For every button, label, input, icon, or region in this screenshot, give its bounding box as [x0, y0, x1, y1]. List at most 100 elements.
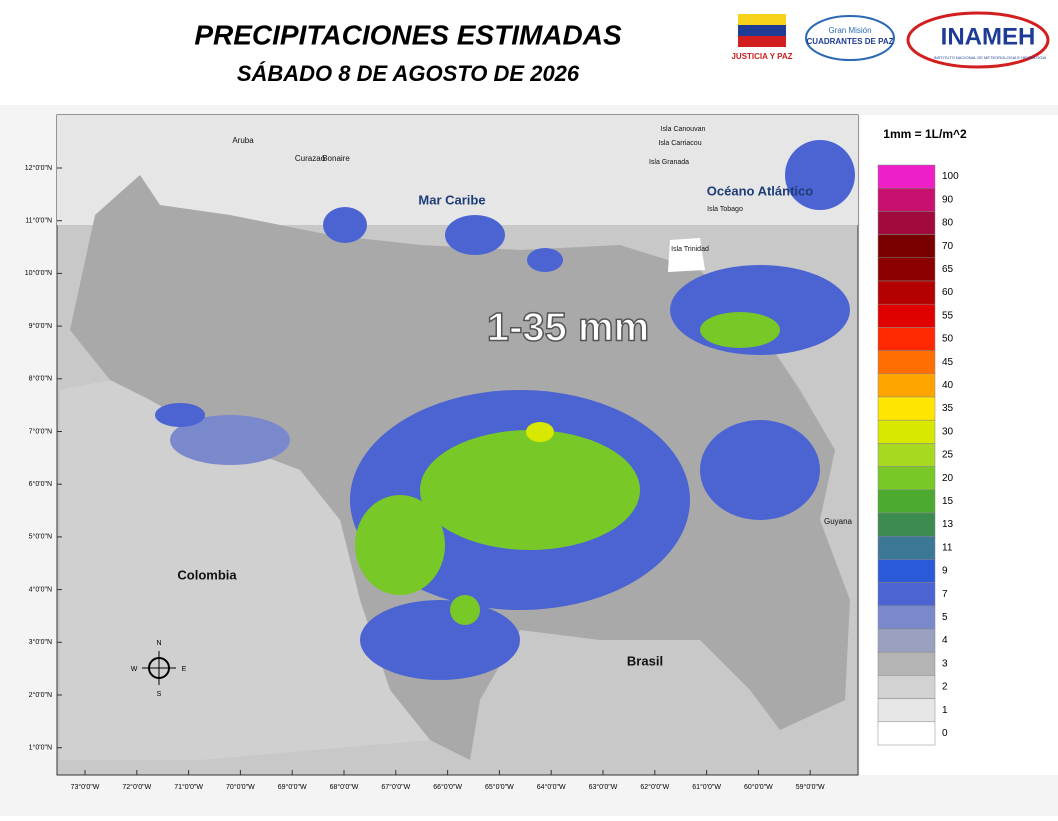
legend-label: 0 — [942, 728, 948, 739]
subtitle: SÁBADO 8 DE AGOSTO DE 2026 — [237, 61, 580, 86]
legend-title: 1mm = 1L/m^2 — [883, 127, 967, 141]
legend-swatch — [877, 535, 936, 560]
legend-label: 60 — [942, 287, 954, 298]
lat-tick-label: 4°0'0"N — [29, 585, 52, 593]
legend-label: 80 — [942, 218, 954, 229]
header-band — [0, 0, 1058, 105]
legend-swatch — [877, 559, 936, 583]
lon-tick-label: 64°0'0"W — [537, 783, 566, 791]
legend-label: 7 — [942, 589, 948, 600]
legend-swatch — [877, 327, 936, 351]
lat-tick-label: 10°0'0"N — [25, 269, 52, 277]
legend-label: 3 — [942, 658, 948, 669]
legend-swatch — [877, 396, 936, 421]
lat-tick-label: 8°0'0"N — [29, 375, 52, 383]
map-label: Aruba — [232, 136, 254, 145]
compass-label: E — [182, 666, 187, 673]
legend-swatch — [877, 512, 936, 537]
lat-tick-label: 11°0'0"N — [25, 217, 52, 225]
title: PRECIPITACIONES ESTIMADAS — [194, 19, 622, 50]
lon-tick-label: 66°0'0"W — [433, 783, 462, 791]
map-label: Brasil — [627, 653, 663, 668]
logo-text: JUSTICIA Y PAZ — [731, 52, 792, 61]
legend-swatch — [877, 443, 936, 467]
lon-tick-label: 72°0'0"W — [122, 783, 151, 791]
lon-tick-label: 69°0'0"W — [278, 783, 307, 791]
legend-swatch — [877, 675, 936, 699]
lon-tick-label: 71°0'0"W — [174, 783, 203, 791]
logo-text: INAMEH — [941, 23, 1036, 50]
lon-tick-label: 68°0'0"W — [330, 783, 359, 791]
map-label: Guyana — [824, 517, 853, 526]
legend-label: 65 — [942, 264, 954, 275]
legend-label: 1 — [942, 705, 948, 716]
lon-tick-label: 62°0'0"W — [640, 783, 669, 791]
map-label: Mar Caribe — [418, 192, 485, 207]
map-label: Océano Atlántico — [707, 183, 813, 198]
lon-tick-label: 73°0'0"W — [71, 783, 100, 791]
legend-label: 15 — [942, 496, 954, 507]
map-body — [57, 115, 858, 760]
legend: 1009080706560555045403530252015131197543… — [877, 164, 959, 746]
legend-label: 4 — [942, 635, 948, 646]
logo-text: INSTITUTO NACIONAL DE METEOROLOGIA E HID… — [934, 55, 1047, 60]
map-label: Bonaire — [322, 154, 350, 163]
legend-swatch — [877, 605, 936, 630]
lat-tick-label: 9°0'0"N — [29, 322, 52, 330]
legend-label: 45 — [942, 357, 954, 368]
lat-tick-label: 7°0'0"N — [29, 427, 52, 435]
map-label: Isla Trinidad — [671, 246, 709, 253]
lat-tick-label: 1°0'0"N — [29, 744, 52, 752]
legend-label: 100 — [942, 171, 959, 182]
map-label: Curazao — [295, 154, 326, 163]
legend-label: 70 — [942, 241, 954, 252]
lat-tick-label: 5°0'0"N — [29, 533, 52, 541]
compass: N S E W — [131, 640, 187, 698]
map-label: Isla Granada — [649, 159, 689, 166]
logo-cuadrantes: Gran Misión CUADRANTES DE PAZ — [805, 15, 895, 61]
legend-swatch — [877, 187, 936, 212]
ticks: 12°0'0"N 11°0'0"N 10°0'0"N 9°0'0"N 8°0'0"N 7°… — [25, 164, 825, 791]
map-label: Colombia — [177, 567, 237, 582]
legend-swatch — [877, 280, 936, 305]
legend-swatch — [877, 651, 936, 676]
legend-swatch — [877, 211, 936, 235]
lon-tick-label: 59°0'0"W — [796, 783, 825, 791]
legend-swatch — [877, 628, 936, 653]
legend-swatch — [877, 257, 936, 282]
lat-tick-label: 6°0'0"N — [29, 480, 52, 488]
compass-label: W — [131, 666, 138, 673]
legend-label: 11 — [942, 542, 953, 553]
legend-swatch — [877, 698, 936, 723]
lon-tick-label: 70°0'0"W — [226, 783, 255, 791]
logo-justicia: JUSTICIA Y PAZ — [731, 14, 793, 61]
legend-swatch — [877, 489, 936, 514]
legend-label: 50 — [942, 334, 954, 345]
legend-label: 25 — [942, 450, 954, 461]
lon-tick-label: 67°0'0"W — [381, 783, 410, 791]
legend-label: 2 — [942, 682, 948, 693]
legend-swatch — [877, 373, 936, 398]
lat-tick-label: 12°0'0"N — [25, 164, 52, 172]
headline: 1-35 mm — [487, 306, 649, 350]
legend-swatch — [877, 466, 936, 491]
legend-label: 9 — [942, 566, 948, 577]
legend-swatch — [877, 164, 936, 189]
compass-label: N — [156, 640, 161, 647]
legend-label: 30 — [942, 426, 954, 437]
map-label: Isla Canouvan — [661, 126, 706, 133]
logo-inameh: INAMEH INSTITUTO NACIONAL DE METEOROLOGI… — [906, 11, 1050, 69]
legend-label: 13 — [942, 519, 954, 530]
logo-text: Gran Misión — [828, 26, 871, 35]
lon-tick-label: 60°0'0"W — [744, 783, 773, 791]
map-label: Isla Tobago — [707, 206, 743, 213]
lon-tick-label: 63°0'0"W — [589, 783, 618, 791]
logo-text: CUADRANTES DE PAZ — [807, 37, 894, 46]
lon-tick-label: 65°0'0"W — [485, 783, 514, 791]
legend-swatch — [877, 721, 936, 746]
legend-swatch — [877, 582, 936, 607]
legend-label: 55 — [942, 310, 954, 321]
